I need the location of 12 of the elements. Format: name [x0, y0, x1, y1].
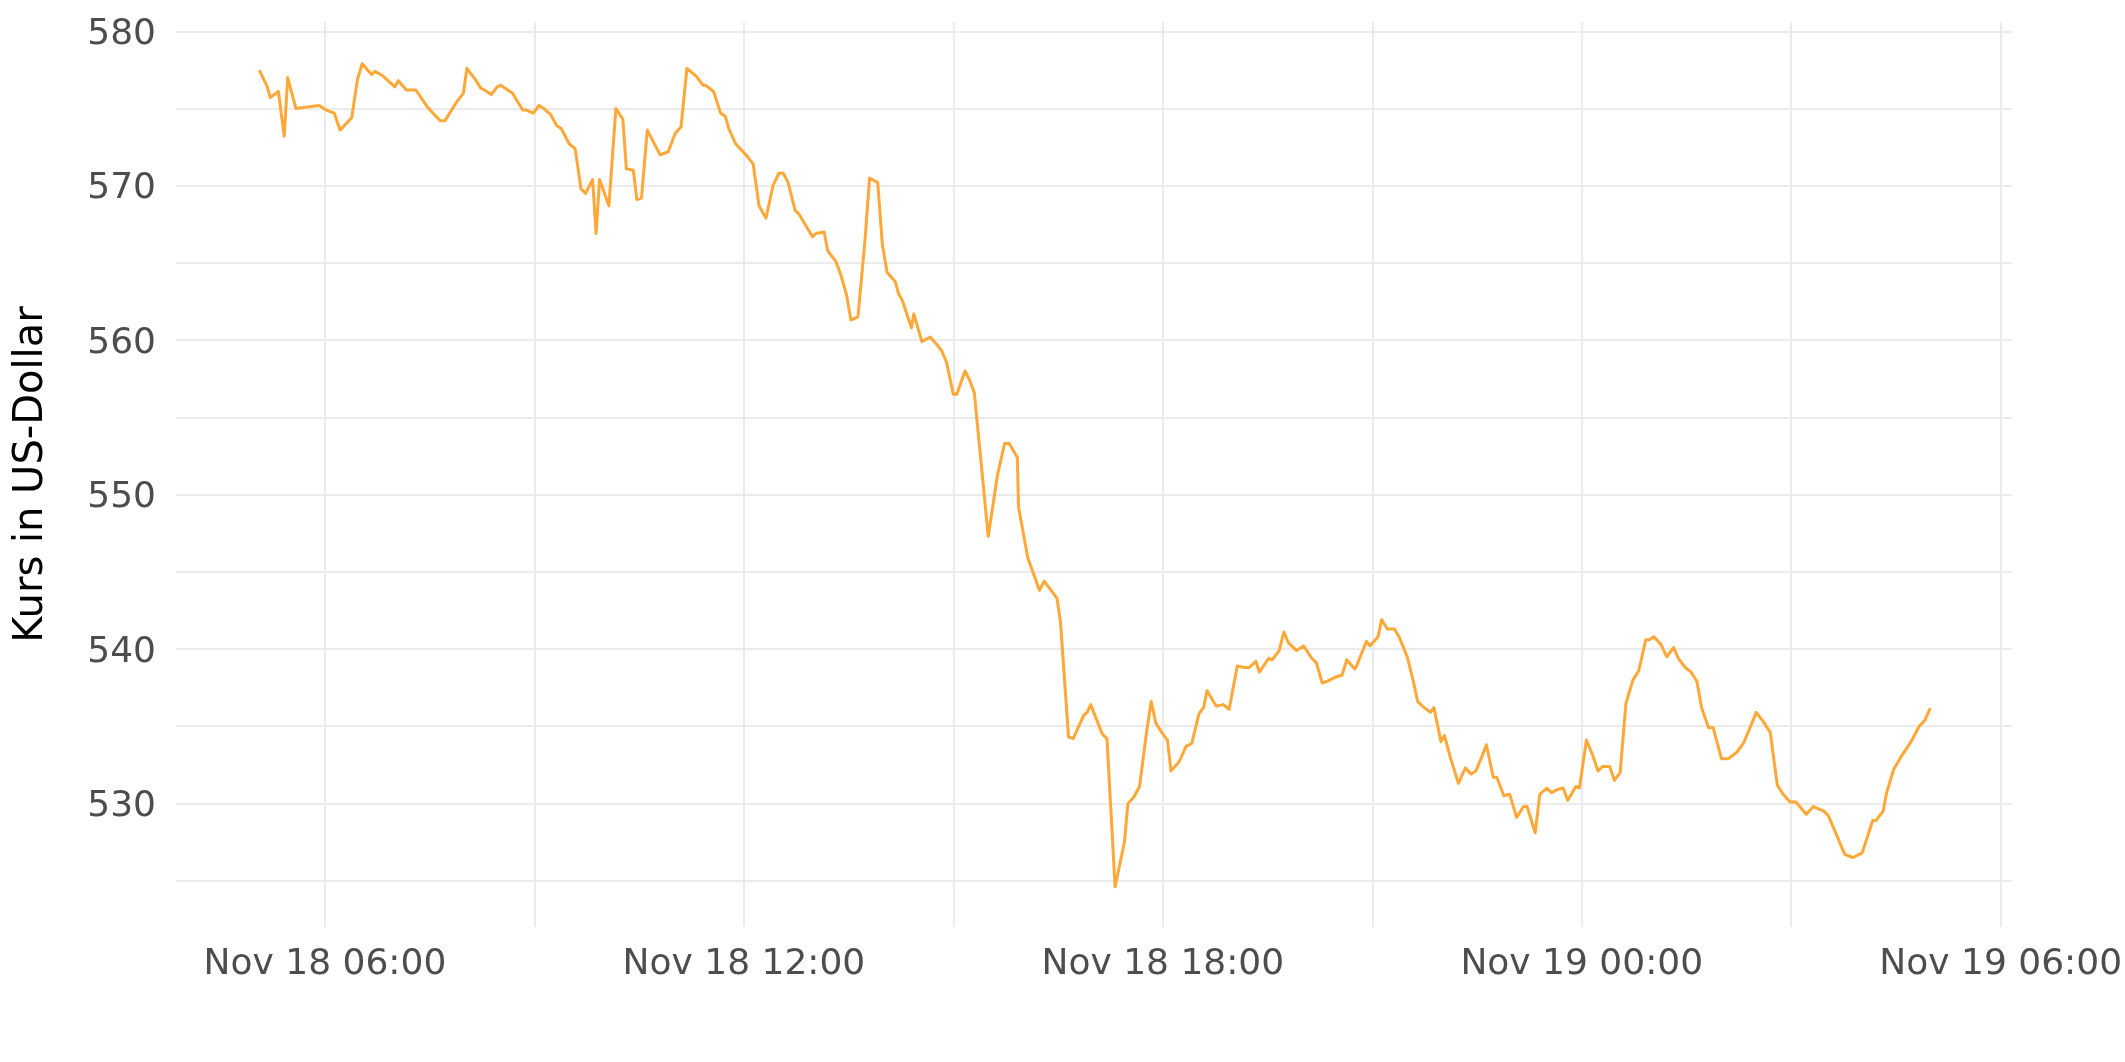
y-tick-label: 580	[87, 10, 156, 52]
x-tick-label: Nov 19 00:00	[1460, 940, 1704, 982]
x-tick-label: Nov 19 06:00	[1879, 940, 2123, 982]
y-tick-label: 560	[87, 319, 156, 361]
x-tick-label: Nov 18 12:00	[622, 940, 866, 982]
y-axis-title: Kurs in US-Dollar	[5, 305, 51, 643]
y-tick-label: 570	[87, 165, 156, 207]
y-tick-label: 550	[87, 474, 156, 516]
x-tick-label: Nov 18 06:00	[203, 940, 447, 982]
y-tick-label: 540	[87, 628, 156, 670]
y-tick-label: 530	[87, 782, 156, 824]
x-tick-label: Nov 18 18:00	[1041, 940, 1285, 982]
